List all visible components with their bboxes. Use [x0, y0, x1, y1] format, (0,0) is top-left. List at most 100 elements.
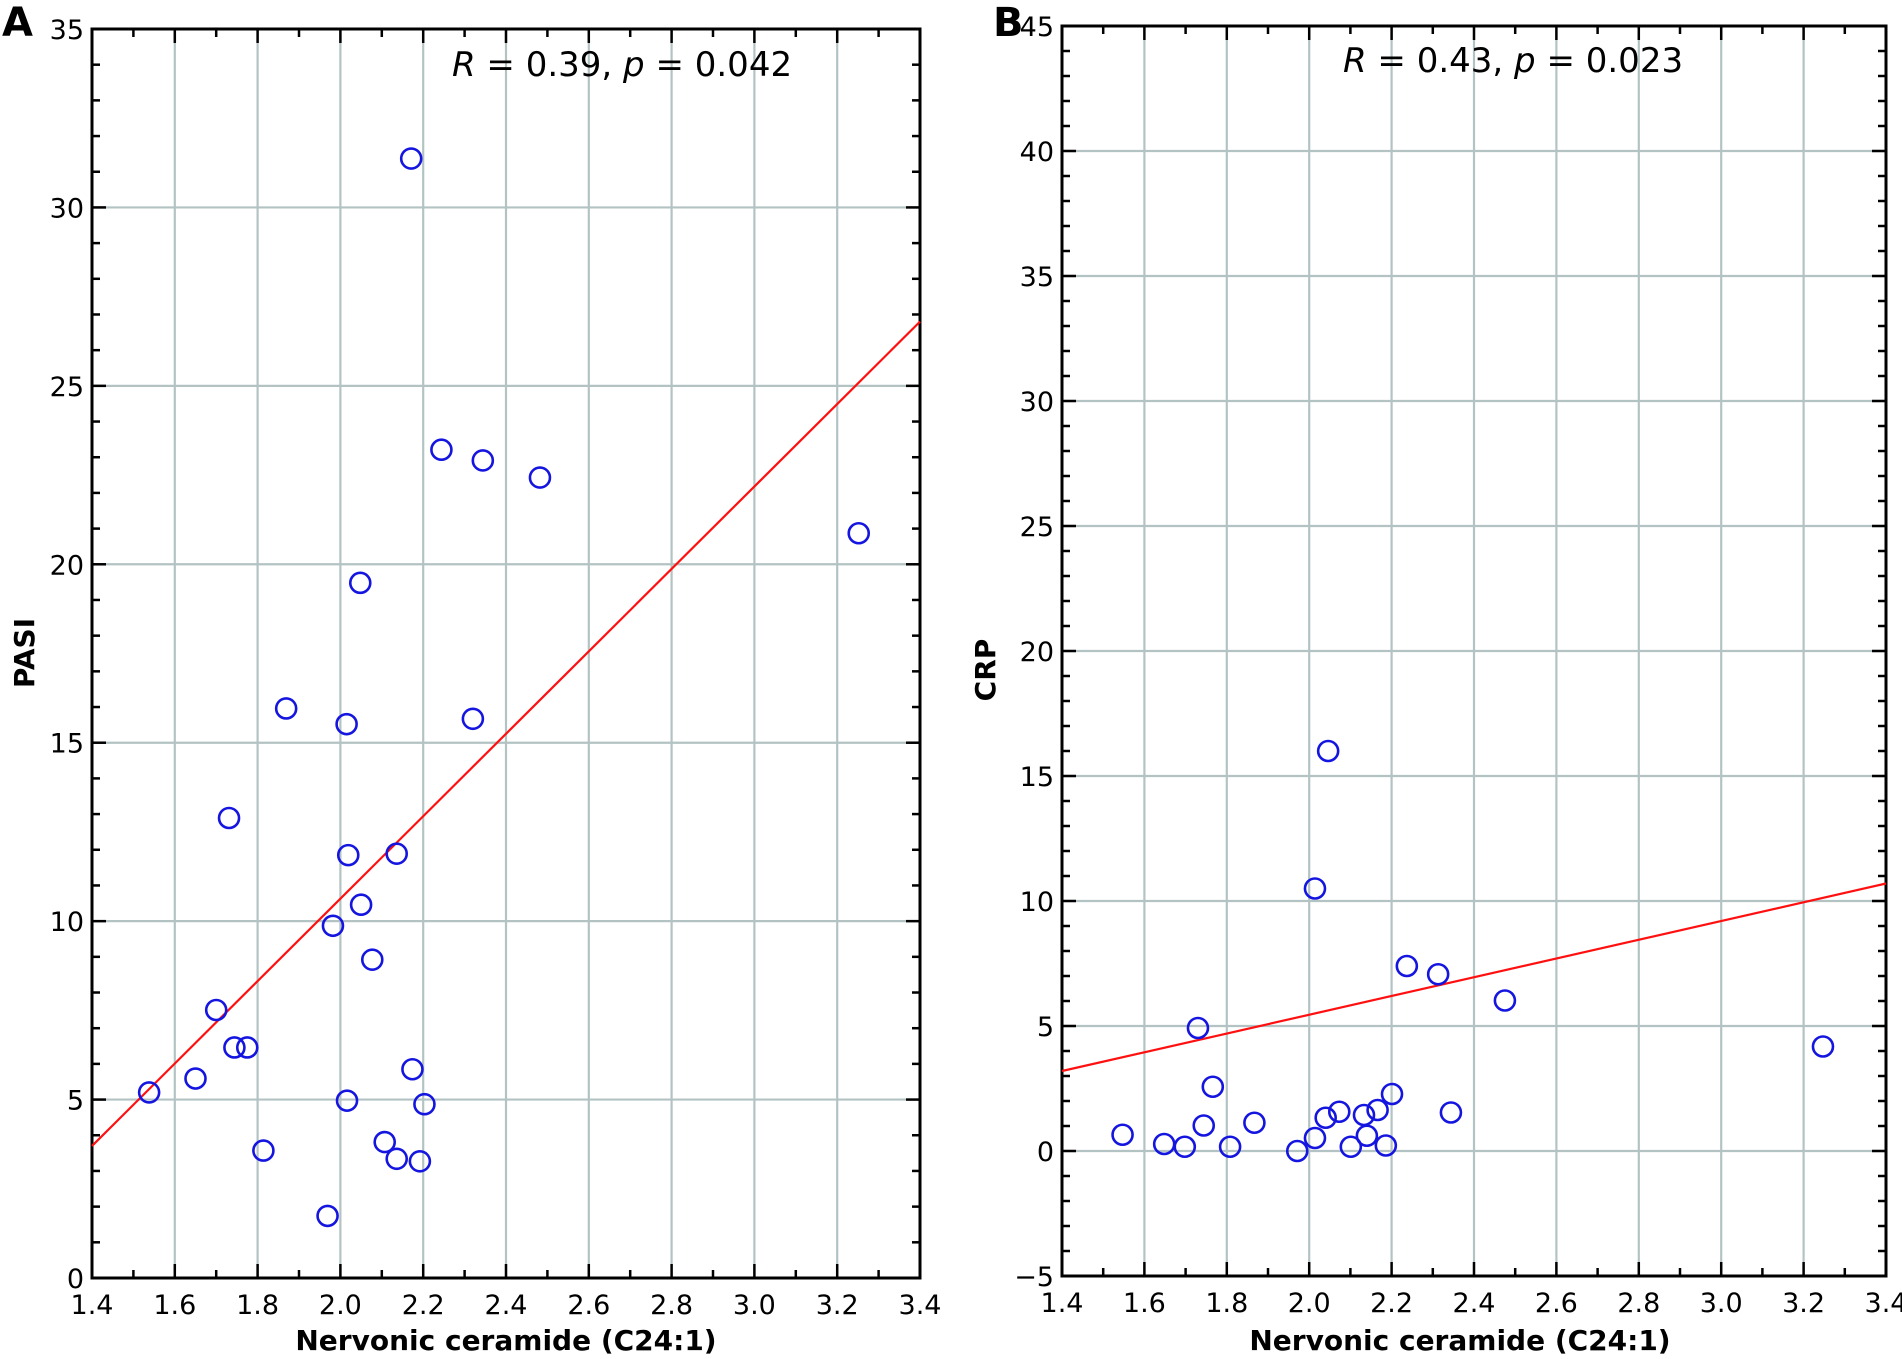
x-tick-label: 2.2	[1370, 1288, 1413, 1319]
data-point	[335, 1089, 359, 1112]
y-tick-label: 45	[1020, 12, 1054, 43]
p-symbol: p	[1513, 41, 1536, 81]
x-tick-label: 3.2	[816, 1290, 859, 1321]
data-point	[399, 147, 423, 170]
x-tick-label: 2.4	[1453, 1288, 1496, 1319]
data-point	[1285, 1139, 1309, 1163]
data-point	[274, 697, 298, 720]
y-tick-label: 20	[50, 550, 84, 581]
x-tick-label: 1.8	[1205, 1288, 1248, 1319]
plot-frame	[90, 27, 922, 1280]
data-point	[1201, 1075, 1225, 1099]
regression-line	[91, 320, 921, 1147]
data-point	[1374, 1134, 1398, 1157]
y-tick-label: 15	[50, 729, 84, 760]
data-point	[1303, 877, 1327, 900]
data-point	[1186, 1016, 1210, 1040]
data-point	[1314, 1106, 1337, 1130]
panel-letter-a: A	[2, 0, 33, 46]
r-value: = 0.39,	[476, 45, 623, 85]
data-point	[1395, 954, 1419, 978]
data-point	[847, 521, 871, 545]
data-point	[528, 466, 552, 489]
data-point	[1316, 739, 1340, 763]
y-tick-label: 0	[67, 1264, 84, 1295]
data-point	[1439, 1101, 1463, 1124]
data-point	[430, 438, 453, 462]
data-point	[413, 1092, 436, 1116]
panel-b: 1.4 1.6 1.8 2.0 2.2 2.4 2.6 2.8 3.0 3.2 3.4 −5 0 5 10 1…	[969, 0, 1902, 1357]
data-point	[1426, 962, 1450, 986]
y-tick-label: 5	[67, 1086, 84, 1117]
x-tick-label: 2.8	[1617, 1288, 1660, 1319]
y-axis-title-a: PASI	[8, 618, 41, 688]
data-point	[137, 1081, 161, 1104]
y-tick-label: 25	[50, 372, 84, 403]
y-tick-label: 25	[1020, 512, 1054, 543]
r-symbol: R	[1343, 41, 1367, 81]
x-tick-label: 2.4	[485, 1290, 528, 1321]
data-point	[471, 449, 495, 472]
y-tick-label: 30	[50, 193, 84, 224]
x-tick-label: 3.4	[899, 1290, 942, 1321]
data-point	[1218, 1135, 1242, 1159]
y-tick-label: 0	[1037, 1137, 1054, 1168]
data-point	[217, 806, 241, 830]
data-point	[1303, 1126, 1327, 1150]
y-tick-label: 10	[1020, 887, 1054, 918]
plot-area: 1.4 1.6 1.8 2.0 2.2 2.4 2.6 2.8 3.0 3.2 3.4 0 5 10 15 2…	[50, 15, 942, 1321]
data-point	[408, 1150, 432, 1173]
x-tick-label: 3.4	[1865, 1288, 1902, 1319]
x-tick-label: 3.0	[1700, 1288, 1743, 1319]
r-value: = 0.43,	[1367, 41, 1514, 81]
y-tick-label: 35	[1020, 262, 1054, 293]
y-tick-label: −5	[1014, 1262, 1054, 1293]
x-axis-title-b: Nervonic ceramide (C24:1)	[1249, 1324, 1670, 1357]
x-axis-title-a: Nervonic ceramide (C24:1)	[295, 1324, 716, 1357]
r-symbol: R	[452, 45, 476, 85]
data-point	[321, 914, 345, 938]
y-axis-title-b: CRP	[969, 639, 1002, 702]
data-point	[1192, 1114, 1216, 1137]
data-point	[1811, 1035, 1835, 1058]
data-point	[1493, 989, 1517, 1012]
data-point	[461, 707, 485, 731]
data-point	[373, 1130, 396, 1154]
x-tick-label: 2.6	[1535, 1288, 1578, 1319]
x-tick-label: 2.2	[402, 1290, 445, 1321]
p-value: = 0.023	[1536, 41, 1683, 81]
x-tick-label: 2.0	[1288, 1288, 1331, 1319]
data-point	[348, 571, 372, 595]
x-tick-label: 1.6	[153, 1290, 196, 1321]
data-point	[204, 998, 228, 1022]
data-point	[235, 1036, 259, 1059]
regression-line	[1061, 882, 1887, 1073]
panel-a: 1.4 1.6 1.8 2.0 2.2 2.4 2.6 2.8 3.0 3.2 3.4 0 5 10 15 2…	[2, 0, 941, 1357]
data-point	[401, 1057, 424, 1081]
data-point	[360, 948, 384, 971]
data-point	[349, 893, 373, 917]
data-point	[1380, 1082, 1404, 1106]
data-point	[385, 1147, 409, 1171]
x-tick-label: 1.4	[1041, 1288, 1084, 1319]
data-point	[336, 843, 360, 867]
panel-letter-b: B	[993, 0, 1024, 46]
x-tick-label: 2.6	[567, 1290, 610, 1321]
data-point	[316, 1204, 339, 1228]
data-point	[1366, 1098, 1389, 1122]
x-tick-label: 3.2	[1782, 1288, 1825, 1319]
x-tick-label: 2.8	[650, 1290, 693, 1321]
data-point	[1355, 1124, 1379, 1148]
x-tick-label: 2.0	[319, 1290, 362, 1321]
x-tick-label: 1.4	[71, 1290, 114, 1321]
y-tick-label: 10	[50, 907, 84, 938]
y-tick-label: 40	[1020, 137, 1054, 168]
plot-frame	[1060, 24, 1888, 1278]
data-point	[335, 712, 358, 736]
data-point	[1327, 1100, 1351, 1124]
data-point	[1111, 1123, 1134, 1147]
data-point	[223, 1036, 246, 1059]
y-tick-label: 30	[1020, 387, 1054, 418]
correlation-annotation-b: R = 0.43, p = 0.023	[1343, 41, 1683, 81]
